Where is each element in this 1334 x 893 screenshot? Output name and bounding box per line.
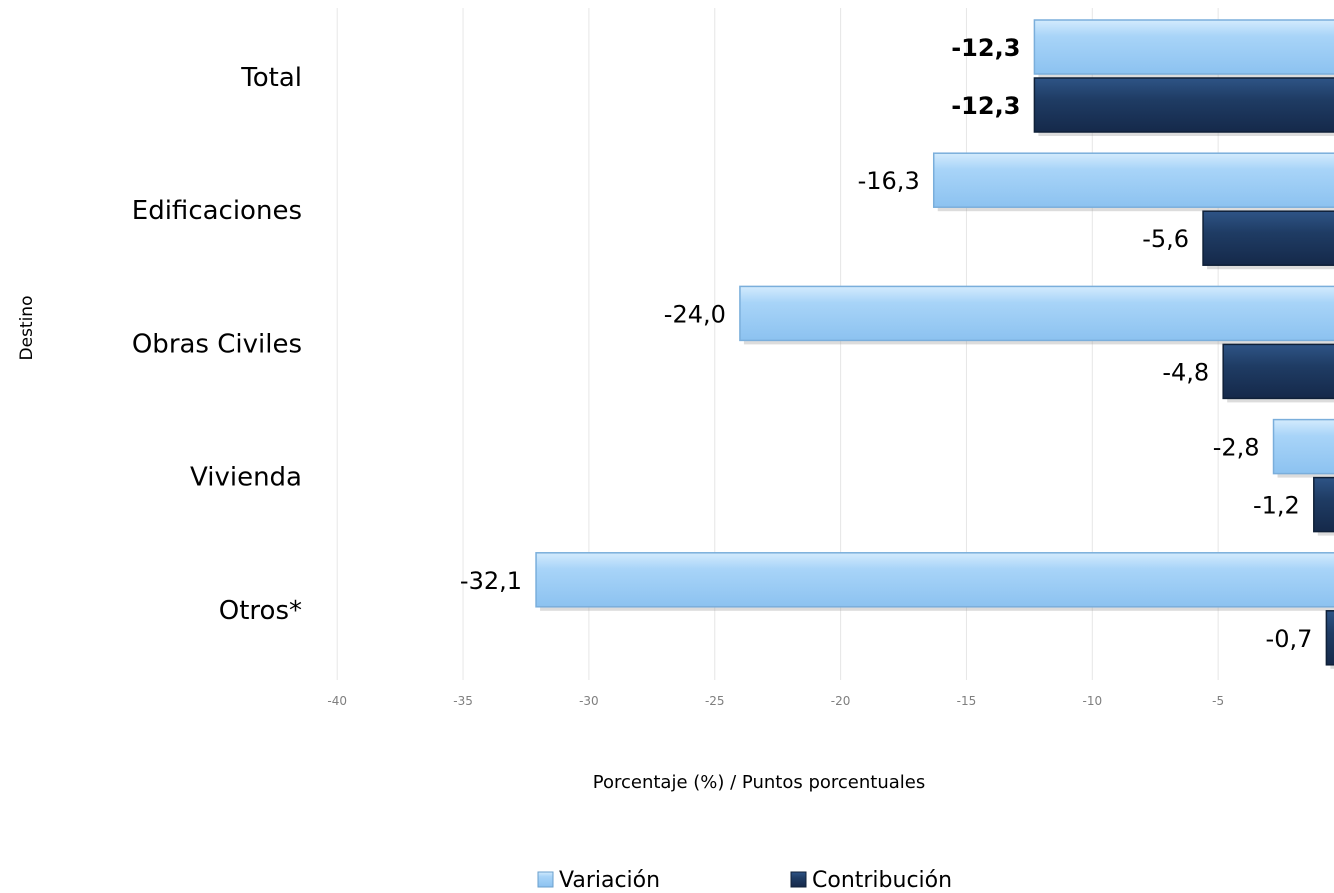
x-tick-label: -20 bbox=[831, 694, 851, 708]
bar-contribucion bbox=[1202, 210, 1334, 266]
category-label: Edificaciones bbox=[132, 196, 302, 226]
x-tick-label: -15 bbox=[957, 694, 977, 708]
legend-label-variacion: Variación bbox=[559, 868, 660, 893]
x-tick-label: -30 bbox=[579, 694, 599, 708]
category-label: Total bbox=[240, 63, 302, 93]
legend-label-contribucion: Contribución bbox=[812, 868, 952, 893]
x-tick-label: -35 bbox=[453, 694, 473, 708]
x-tick-label: -5 bbox=[1212, 694, 1224, 708]
category-label: Vivienda bbox=[190, 463, 302, 493]
bar-contribucion bbox=[1313, 476, 1334, 533]
bar-variacion bbox=[739, 285, 1334, 342]
legend-swatch-variacion bbox=[537, 871, 554, 888]
bar-variacion bbox=[932, 152, 1334, 208]
bar-contribucion bbox=[1325, 610, 1334, 666]
legend-item-contribucion: Contribución bbox=[790, 868, 952, 893]
bar-variacion bbox=[1033, 19, 1334, 75]
data-label: -4,8 bbox=[1162, 358, 1209, 386]
data-label: -12,3 bbox=[951, 34, 1020, 62]
data-label: -0,7 bbox=[1266, 625, 1313, 653]
data-label: -12,3 bbox=[951, 92, 1020, 120]
data-label: -32,1 bbox=[460, 567, 522, 595]
data-label: -1,2 bbox=[1253, 492, 1300, 520]
x-tick-label: -10 bbox=[1082, 694, 1102, 708]
category-labels: Total Edificaciones Obras Civiles Vivienda O… bbox=[132, 63, 302, 626]
data-label: -5,6 bbox=[1142, 225, 1189, 253]
legend-item-variacion: Variación bbox=[537, 868, 660, 893]
data-labels: -12,3 -12,3 -16,3 -5,6 -24,0 -4,8 -2,8 -1,2 -32,… bbox=[460, 34, 1312, 653]
data-label: -16,3 bbox=[858, 167, 920, 195]
x-tick-label: -40 bbox=[327, 694, 347, 708]
legend-swatch-contribucion bbox=[790, 871, 807, 888]
x-axis-title: Porcentaje (%) / Puntos porcentuales bbox=[593, 772, 925, 793]
x-tick-labels: -40 -35 -30 -25 -20 -15 -10 -5 bbox=[327, 694, 1224, 708]
x-tick-label: -25 bbox=[705, 694, 725, 708]
bar-contribucion bbox=[1222, 343, 1334, 400]
data-label: -24,0 bbox=[664, 300, 726, 328]
bar-variacion bbox=[1272, 418, 1334, 475]
y-axis-title: Destino bbox=[17, 296, 37, 361]
bars bbox=[535, 19, 1334, 669]
bar-contribucion bbox=[1033, 77, 1334, 133]
data-label: -2,8 bbox=[1213, 434, 1260, 462]
legend: Variación Contribución bbox=[537, 868, 952, 893]
bar-variacion bbox=[535, 552, 1334, 608]
category-label: Otros* bbox=[219, 596, 302, 626]
category-label: Obras Civiles bbox=[132, 329, 302, 359]
